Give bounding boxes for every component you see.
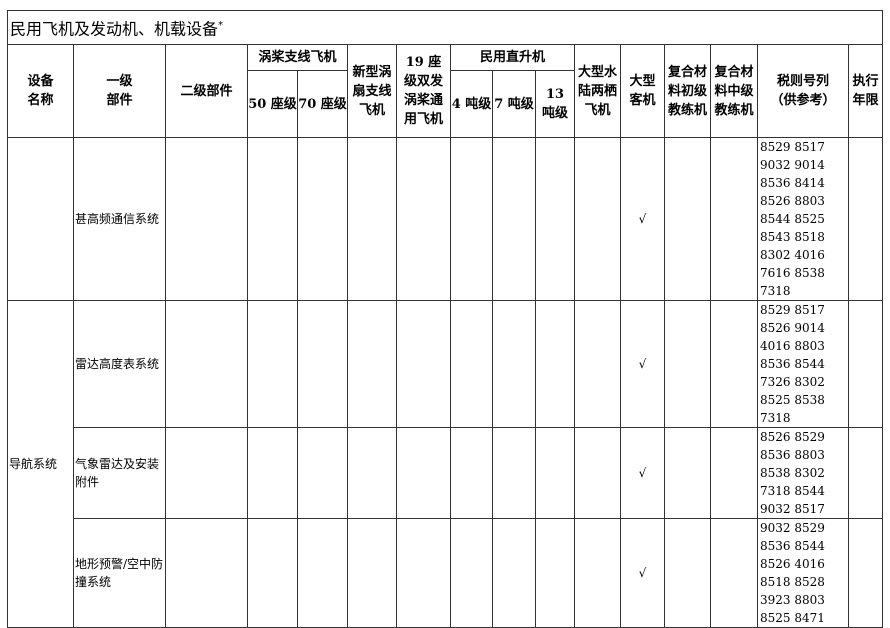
header-tariff: 税则号列（供参考） [757,44,849,138]
header-ton4: 4 吨级 [450,70,493,138]
header-seat50: 50 座级 [247,70,298,138]
check-mark: √ [620,427,665,519]
group-name: 导航系统 [7,300,74,628]
header-large-airliner: 大型客机 [620,44,665,138]
header-equipment-name: 设备名称 [7,44,74,138]
level1-cell: 气象雷达及安装附件 [73,427,166,519]
level1-cell: 甚高频通信系统 [73,137,166,301]
header-composite-intermediate: 复合材料中级教练机 [710,44,758,138]
level1-cell: 雷达高度表系统 [73,300,166,428]
header-seat70: 70 座级 [297,70,348,138]
header-level1: 一级部件 [73,44,166,138]
tariff-codes: 8529 8517 8526 9014 4016 8803 8536 8544 … [757,300,849,428]
table-row: 地形预警/空中防撞系统 √ 9032 8529 8536 8544 8526 4… [8,518,884,628]
header-ton13: 13 吨级 [535,70,575,138]
check-mark: √ [620,518,665,628]
level1-cell: 地形预警/空中防撞系统 [73,518,166,628]
header-turboprop-group: 涡桨支线飞机 [247,44,348,71]
header-amphibian: 大型水陆两栖飞机 [574,44,621,138]
tariff-codes: 9032 8529 8536 8544 8526 4016 8518 8528 … [757,518,849,628]
header-level2: 二级部件 [165,44,248,138]
tariff-codes: 8529 8517 9032 9014 8536 8414 8526 8803 … [757,137,849,301]
check-mark: √ [620,137,665,301]
header-heli-group: 民用直升机 [450,44,575,71]
table-title: 民用飞机及发动机、机载设备* [6,10,884,45]
table-row: 气象雷达及安装附件 √ 8526 8529 8536 8803 8538 830… [8,427,884,519]
tariff-codes: 8526 8529 8536 8803 8538 8302 7318 8544 … [757,427,849,519]
header-ton7: 7 吨级 [492,70,536,138]
table-row: 导航系统 雷达高度表系统 √ 8529 8517 8526 9014 4016 … [7,300,884,628]
header-period: 执行年限 [847,44,884,138]
header-composite-primary: 复合材料初级教练机 [664,44,711,138]
header-seat19: 19 座级双发涡桨通用飞机 [396,44,451,138]
header-turbofan: 新型涡扇支线飞机 [347,44,397,138]
equipment-table: 民用飞机及发动机、机载设备* 设备名称 一级部件 二级部件 涡桨支线飞机 新型涡… [6,10,884,628]
table-row: 甚高频通信系统 √ 8529 8517 9032 9014 8536 8414 … [7,137,884,301]
check-mark: √ [620,300,665,428]
